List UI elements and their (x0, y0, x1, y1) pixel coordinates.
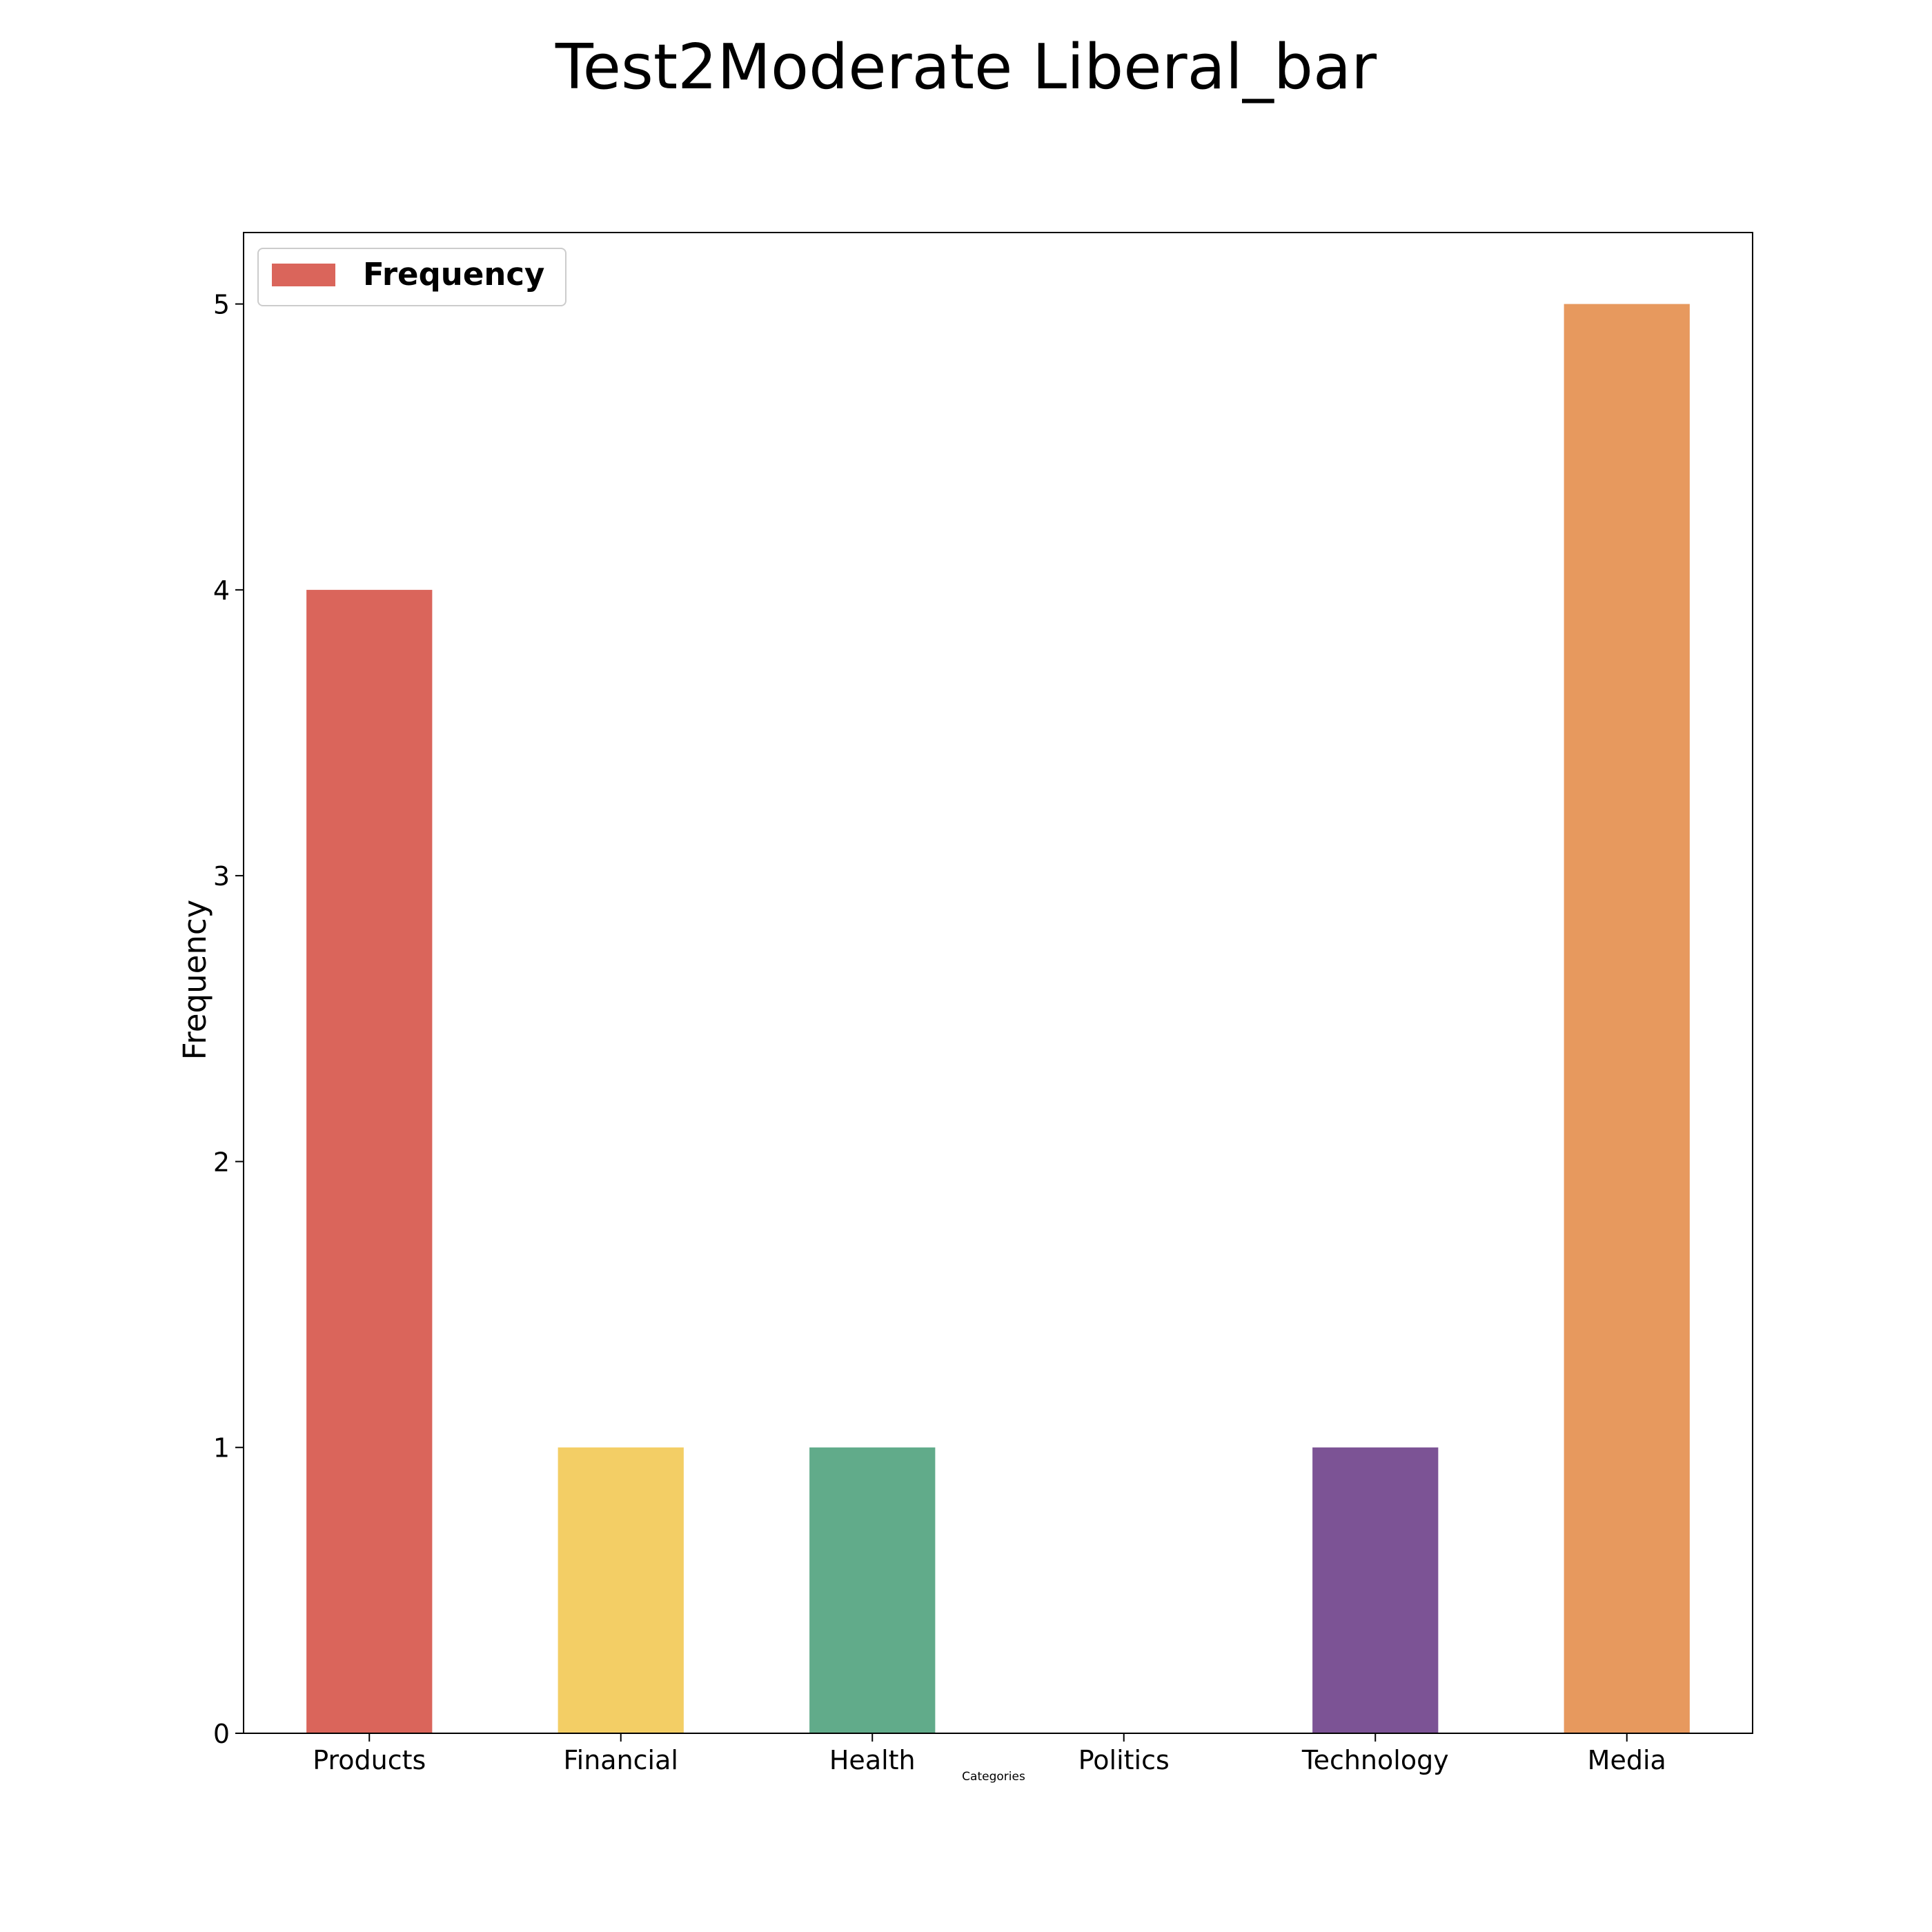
y-tick-label: 0 (213, 1719, 230, 1749)
legend-frame (257, 248, 566, 306)
x-tick-label: Financial (564, 1745, 678, 1775)
bar-products (306, 589, 433, 1733)
y-tick-label: 4 (213, 575, 230, 606)
x-tick-label: Technology (1301, 1745, 1449, 1775)
y-tick-label: 1 (213, 1433, 230, 1463)
chart-title: Test2Moderate Liberal_bar (555, 31, 1377, 103)
y-axis-label: Frequency (177, 900, 213, 1060)
y-tick-label: 3 (213, 861, 230, 891)
y-tick-label: 2 (213, 1147, 230, 1177)
plot-frame (243, 232, 1753, 1734)
legend: Frequency (257, 248, 566, 306)
x-tick-label: Politics (1078, 1745, 1170, 1775)
bar-media (1564, 304, 1690, 1733)
bar-financial (558, 1447, 684, 1733)
x-tick-label: Media (1588, 1745, 1666, 1775)
legend-swatch (272, 264, 335, 286)
legend-label: Frequency (363, 256, 544, 293)
y-tick-label: 5 (213, 290, 230, 320)
x-tick-label: Products (313, 1745, 426, 1775)
x-axis-label: Categories (962, 1770, 1025, 1784)
x-tick-label: Health (829, 1745, 916, 1775)
plot-area: Products Financial Health Politics Technolog… (213, 232, 1753, 1775)
bar-health (809, 1447, 936, 1733)
bar-technology (1312, 1447, 1439, 1733)
